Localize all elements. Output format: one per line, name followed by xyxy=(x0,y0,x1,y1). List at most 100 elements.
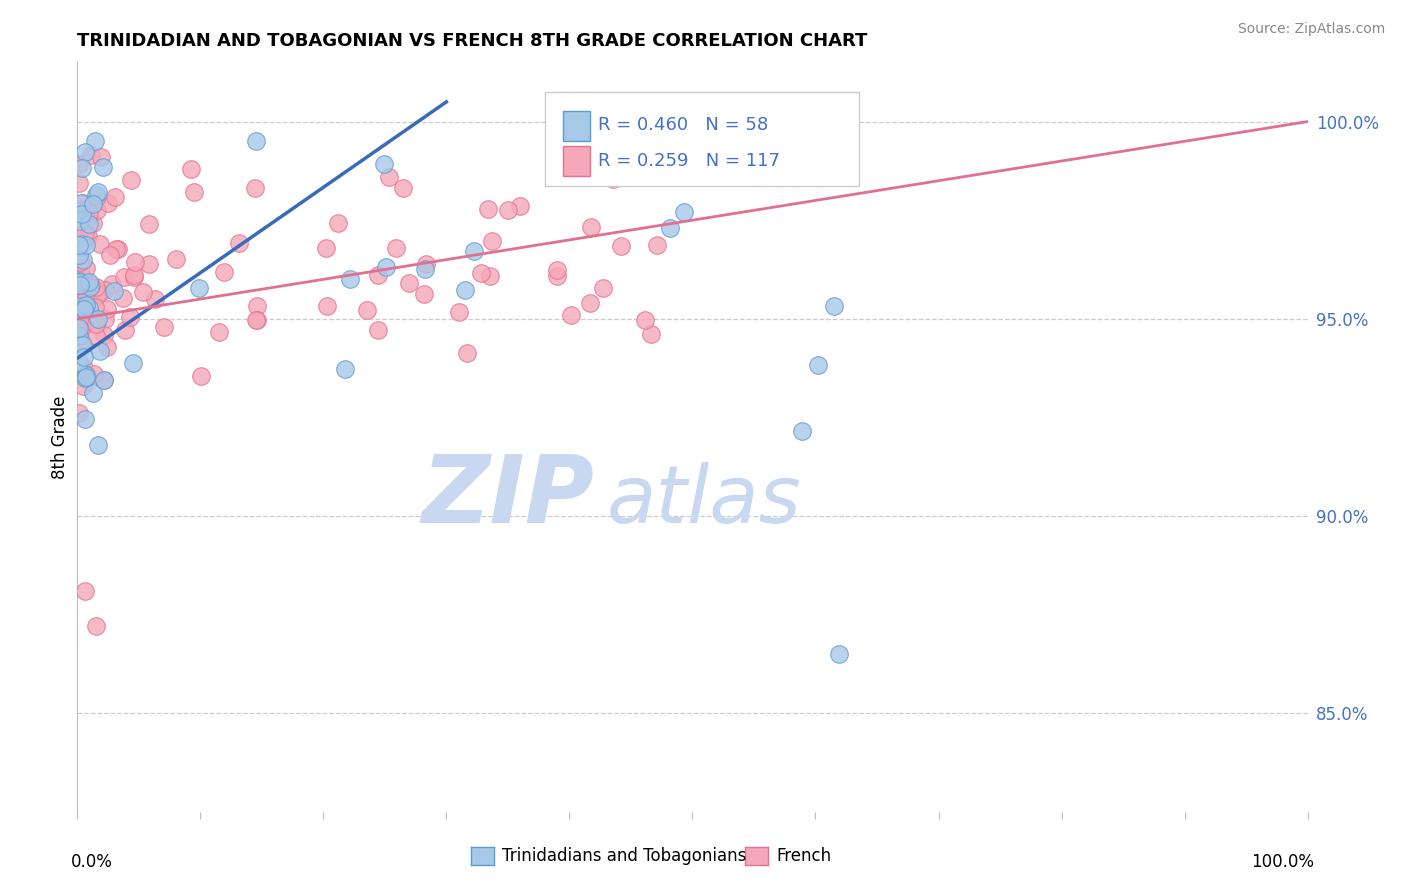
Point xyxy=(77,218,100,232)
Point xyxy=(80,313,103,327)
Point xyxy=(69,316,91,330)
Point xyxy=(579,295,602,310)
Point xyxy=(75,298,97,312)
Point xyxy=(80,278,103,293)
Point xyxy=(89,237,111,252)
Text: Source: ZipAtlas.com: Source: ZipAtlas.com xyxy=(1237,22,1385,37)
Point xyxy=(67,321,90,335)
Y-axis label: 8th Grade: 8th Grade xyxy=(51,395,69,479)
Point xyxy=(228,236,250,251)
Point xyxy=(84,329,107,343)
Point xyxy=(72,253,94,268)
Point xyxy=(76,282,98,296)
FancyBboxPatch shape xyxy=(546,93,859,186)
Point xyxy=(67,406,90,420)
Point xyxy=(90,150,112,164)
Point xyxy=(67,274,90,288)
FancyBboxPatch shape xyxy=(564,112,591,141)
Point xyxy=(479,268,502,283)
Point xyxy=(70,266,93,280)
Point xyxy=(73,351,96,365)
Point xyxy=(560,309,582,323)
Point xyxy=(80,148,103,162)
Point xyxy=(190,369,212,384)
Point xyxy=(67,329,90,343)
Point xyxy=(97,196,120,211)
Point xyxy=(634,312,657,326)
Point xyxy=(75,368,97,382)
Point xyxy=(112,291,135,305)
Point xyxy=(373,157,395,171)
Point xyxy=(73,281,96,295)
Point xyxy=(602,171,624,186)
Point xyxy=(89,343,111,358)
Point xyxy=(69,277,91,292)
Point xyxy=(67,299,90,313)
Point xyxy=(120,173,142,187)
Point xyxy=(245,299,267,313)
Point xyxy=(84,300,107,314)
Point xyxy=(245,134,267,148)
Point xyxy=(339,272,361,286)
Point xyxy=(82,197,104,211)
Point xyxy=(67,176,90,190)
Point xyxy=(367,268,389,282)
Point xyxy=(76,202,98,217)
Text: ZIP: ZIP xyxy=(422,451,595,543)
Point xyxy=(316,299,339,313)
Point xyxy=(67,202,90,216)
Point xyxy=(367,323,389,337)
Point xyxy=(75,302,97,317)
Point xyxy=(415,257,437,271)
Point xyxy=(245,312,267,326)
Point xyxy=(93,373,115,387)
Point xyxy=(118,310,141,324)
Point xyxy=(72,196,94,211)
Point xyxy=(76,228,98,243)
Point xyxy=(807,358,830,372)
Point xyxy=(70,196,93,211)
Point xyxy=(96,301,118,316)
Point xyxy=(398,276,420,290)
Point xyxy=(188,281,211,295)
Point xyxy=(75,145,97,160)
Point xyxy=(579,219,602,234)
Point xyxy=(75,583,97,598)
Point xyxy=(80,312,103,326)
Point xyxy=(124,254,146,268)
Text: atlas: atlas xyxy=(606,462,801,540)
Text: 100.0%: 100.0% xyxy=(1251,853,1313,871)
Point xyxy=(658,220,681,235)
Point xyxy=(212,265,235,279)
FancyBboxPatch shape xyxy=(564,146,591,177)
Point xyxy=(107,242,129,256)
Point xyxy=(70,316,93,330)
Point xyxy=(73,302,96,317)
Point xyxy=(67,248,90,262)
Point xyxy=(86,285,108,300)
Point xyxy=(69,300,91,314)
Point xyxy=(378,169,401,184)
Point xyxy=(546,268,568,283)
Point xyxy=(75,238,97,252)
Point xyxy=(828,647,851,661)
Point xyxy=(69,213,91,227)
Point xyxy=(122,270,145,285)
Point xyxy=(73,412,96,426)
Point xyxy=(67,238,90,252)
Point xyxy=(69,275,91,289)
Point xyxy=(105,242,128,256)
Point xyxy=(153,320,176,334)
Point xyxy=(375,260,398,274)
Point xyxy=(183,185,205,199)
Point xyxy=(356,303,378,318)
Point xyxy=(592,281,614,295)
Point xyxy=(70,207,93,221)
Point xyxy=(114,323,136,337)
Point xyxy=(75,260,97,275)
Text: French: French xyxy=(776,847,831,865)
Point xyxy=(456,345,478,359)
Point xyxy=(86,202,108,217)
Point xyxy=(75,370,97,384)
Point xyxy=(246,313,269,327)
